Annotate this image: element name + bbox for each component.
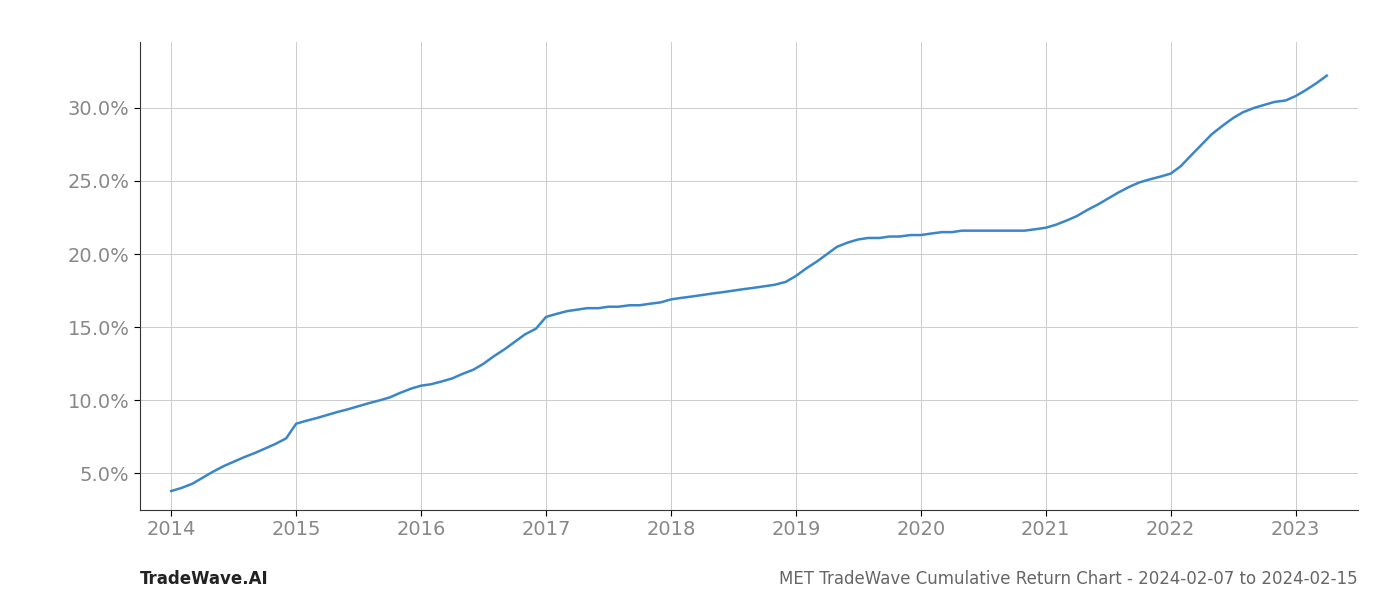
Text: TradeWave.AI: TradeWave.AI	[140, 570, 269, 588]
Text: MET TradeWave Cumulative Return Chart - 2024-02-07 to 2024-02-15: MET TradeWave Cumulative Return Chart - …	[780, 570, 1358, 588]
